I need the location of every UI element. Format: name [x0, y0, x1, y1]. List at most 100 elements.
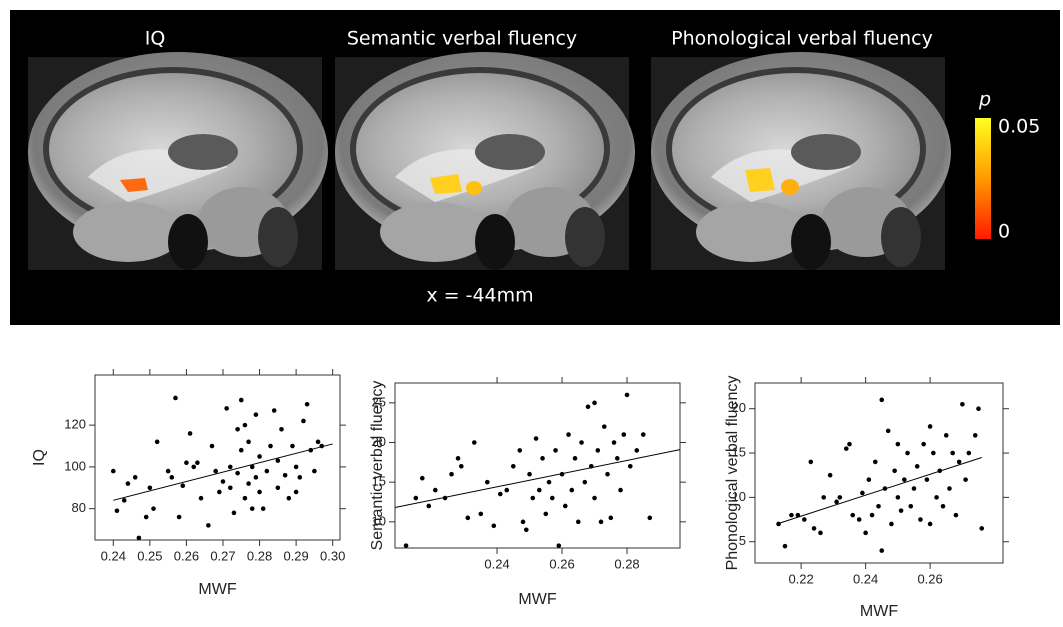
point: [210, 444, 215, 449]
colorbar-tick: 0.05: [998, 116, 1040, 138]
point: [612, 440, 617, 445]
point: [257, 490, 262, 495]
point: [404, 543, 409, 548]
point: [459, 464, 464, 469]
plot-frame: [95, 375, 340, 540]
panel-title: IQ: [145, 28, 166, 50]
point: [634, 448, 639, 453]
plot-frame: [755, 383, 1003, 563]
point: [276, 458, 281, 463]
colorbar-tick: 0: [998, 221, 1010, 243]
point: [235, 427, 240, 432]
point: [899, 508, 904, 513]
point: [870, 513, 875, 518]
point: [879, 548, 884, 553]
point: [465, 516, 470, 521]
point: [608, 516, 613, 521]
x-tick-label: 0.27: [210, 548, 235, 563]
point: [504, 488, 509, 493]
point: [472, 440, 477, 445]
point: [902, 477, 907, 482]
fit-line: [395, 450, 680, 508]
x-tick-label: 0.26: [917, 571, 942, 586]
point: [925, 477, 930, 482]
point: [892, 468, 897, 473]
point: [126, 481, 131, 486]
point: [246, 481, 251, 486]
point: [485, 480, 490, 485]
y-axis-label: Semantic verbal fluency: [369, 381, 386, 551]
point: [287, 496, 292, 501]
point: [808, 460, 813, 465]
point: [166, 469, 171, 474]
point: [433, 488, 438, 493]
point: [527, 472, 532, 477]
point: [896, 442, 901, 447]
point: [547, 480, 552, 485]
point: [905, 451, 910, 456]
point: [789, 513, 794, 518]
panel-title: Phonological verbal fluency: [671, 28, 933, 50]
point: [312, 469, 317, 474]
point: [294, 490, 299, 495]
point: [776, 522, 781, 527]
point: [543, 512, 548, 517]
point: [115, 508, 120, 513]
x-tick-label: 0.24: [853, 571, 878, 586]
point: [239, 398, 244, 403]
point: [413, 496, 418, 501]
point: [947, 486, 952, 491]
point: [582, 480, 587, 485]
y-tick-label: 80: [72, 500, 86, 515]
point: [250, 506, 255, 511]
point: [169, 475, 174, 480]
point: [155, 440, 160, 445]
point: [449, 472, 454, 477]
y-axis-label: IQ: [31, 449, 48, 466]
point: [217, 490, 222, 495]
point: [595, 448, 600, 453]
point: [151, 506, 156, 511]
point: [783, 544, 788, 549]
point: [517, 448, 522, 453]
point: [628, 464, 633, 469]
point: [944, 433, 949, 438]
point: [850, 513, 855, 518]
point: [246, 440, 251, 445]
point: [618, 488, 623, 493]
point: [592, 496, 597, 501]
point: [426, 504, 431, 509]
x-tick-label: 0.29: [283, 548, 308, 563]
point: [605, 472, 610, 477]
point: [294, 465, 299, 470]
point: [802, 517, 807, 522]
point: [228, 485, 233, 490]
point: [122, 498, 127, 503]
point: [979, 526, 984, 531]
point: [973, 433, 978, 438]
point: [976, 406, 981, 411]
point: [478, 512, 483, 517]
point: [254, 412, 259, 417]
point: [537, 488, 542, 493]
point: [305, 402, 310, 407]
point: [818, 531, 823, 536]
point: [173, 396, 178, 401]
point: [954, 513, 959, 518]
x-tick-label: 0.30: [320, 548, 345, 563]
point: [876, 504, 881, 509]
point: [615, 456, 620, 461]
point: [941, 504, 946, 509]
point: [279, 427, 284, 432]
point: [889, 522, 894, 527]
point: [599, 520, 604, 525]
point: [524, 527, 529, 532]
point: [254, 475, 259, 480]
point: [250, 465, 255, 470]
fit-line: [113, 444, 332, 500]
point: [586, 404, 591, 409]
point: [276, 485, 281, 490]
point: [867, 477, 872, 482]
point: [239, 448, 244, 453]
point: [316, 440, 321, 445]
